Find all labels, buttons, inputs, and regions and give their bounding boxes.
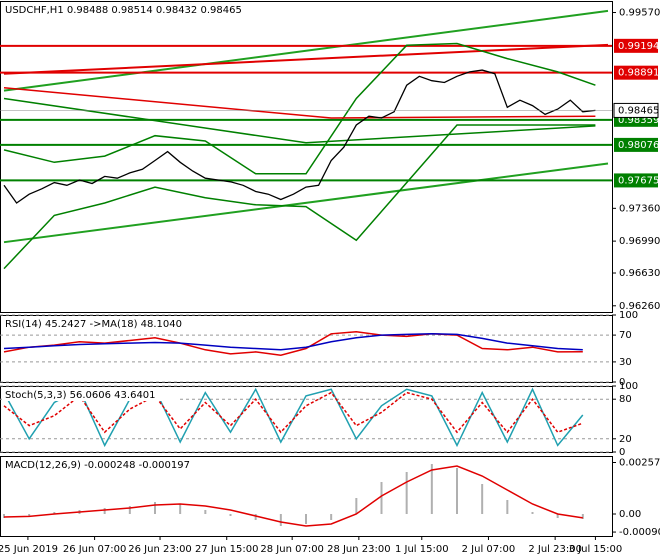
- panel-frame: [0, 456, 613, 537]
- histogram-bar: [154, 502, 156, 514]
- histogram-bar: [3, 514, 5, 518]
- series-line: [3, 87, 596, 119]
- level-box: [614, 38, 658, 53]
- series-line: [3, 465, 583, 527]
- series-line: [3, 333, 583, 351]
- level-label: 0.98359: [618, 115, 659, 126]
- panel-title: MACD(12,26,9) -0.000248 -0.000197: [5, 460, 190, 471]
- histogram-bar: [380, 482, 383, 514]
- series-line: [3, 97, 596, 144]
- histogram-bar: [229, 514, 232, 516]
- y-tick-label: 0.96260: [619, 301, 660, 312]
- x-tick-label: 1 Jul 15:00: [395, 544, 449, 555]
- y-tick-label: 0.002575: [619, 458, 660, 469]
- histogram-bar: [355, 498, 358, 514]
- x-tick-label: 28 Jun 23:00: [327, 544, 391, 555]
- y-tick-label: 0.96630: [619, 268, 660, 279]
- y-tick-label: 0.96990: [619, 236, 660, 247]
- histogram-bar: [28, 514, 31, 516]
- y-tick-label: 20: [619, 434, 632, 445]
- histogram-bar: [103, 508, 106, 514]
- level-label: 0.98076: [618, 140, 659, 151]
- last-price-label: 0.98465: [618, 105, 659, 116]
- trend-line: [3, 9, 609, 92]
- level-label: 0.98891: [618, 68, 659, 79]
- histogram-bar: [430, 464, 433, 514]
- trend-line: [3, 43, 609, 75]
- histogram-bar: [128, 506, 131, 514]
- y-tick-label: 0.99570: [619, 8, 660, 19]
- series-line: [3, 124, 596, 270]
- histogram-bar: [204, 510, 207, 514]
- y-tick-label: 80: [619, 394, 632, 405]
- y-tick-label: 70: [619, 330, 632, 341]
- panel-title: RSI(14) 45.2427 ->MA(18) 48.1040: [5, 319, 182, 330]
- histogram-bar: [279, 514, 282, 526]
- histogram-bar: [456, 468, 458, 514]
- y-tick-label: 0: [619, 377, 625, 388]
- title-bg: [2, 3, 267, 16]
- trend-line: [3, 162, 609, 244]
- histogram-bar: [581, 514, 584, 519]
- series-line: [3, 331, 583, 356]
- histogram-bar: [506, 500, 509, 514]
- title-bg: [2, 458, 210, 471]
- x-tick-label: 3 Jul 15:00: [569, 544, 623, 555]
- x-tick-label: 28 Jun 07:00: [260, 544, 324, 555]
- histogram-bar: [405, 472, 408, 514]
- histogram-bar: [330, 514, 333, 520]
- y-tick-label: 0.97360: [619, 203, 660, 214]
- y-tick-label: 100: [619, 310, 638, 321]
- last-price-box: [613, 102, 659, 118]
- x-tick-label: 27 Jun 15:00: [195, 544, 259, 555]
- histogram-bar: [305, 514, 307, 524]
- panel-title: USDCHF,H1 0.98488 0.98514 0.98432 0.9846…: [5, 5, 242, 16]
- title-bg: [2, 388, 179, 401]
- title-bg: [2, 317, 210, 330]
- histogram-bar: [254, 514, 257, 520]
- histogram-bar: [53, 512, 56, 514]
- y-tick-label: 0: [619, 447, 625, 458]
- series-line: [3, 69, 596, 204]
- level-label: 0.97675: [618, 175, 659, 186]
- y-tick-label: 0.00: [619, 509, 641, 520]
- y-tick-label: 100: [619, 381, 638, 392]
- x-tick-label: 26 Jun 23:00: [128, 544, 192, 555]
- x-tick-label: 2 Jul 23:00: [528, 544, 582, 555]
- series-line: [3, 391, 584, 434]
- level-box: [614, 137, 658, 152]
- x-tick-label: 2 Jul 07:00: [462, 544, 516, 555]
- panel-title: Stoch(5,3,3) 56.0606 43.6401: [5, 390, 156, 401]
- x-tick-label: 25 Jun 2019: [0, 544, 58, 555]
- level-box: [614, 65, 658, 80]
- histogram-bar: [556, 514, 559, 518]
- histogram-bar: [481, 484, 484, 514]
- histogram-bar: [531, 512, 534, 514]
- y-tick-label: -0.000903: [619, 527, 660, 538]
- histogram-bar: [179, 504, 182, 514]
- y-tick-label: 30: [619, 357, 632, 368]
- level-box: [614, 173, 658, 188]
- series-line: [3, 42, 596, 175]
- x-tick-label: 26 Jun 07:00: [63, 544, 127, 555]
- panel-frame: [0, 1, 613, 313]
- level-label: 0.99194: [618, 41, 659, 52]
